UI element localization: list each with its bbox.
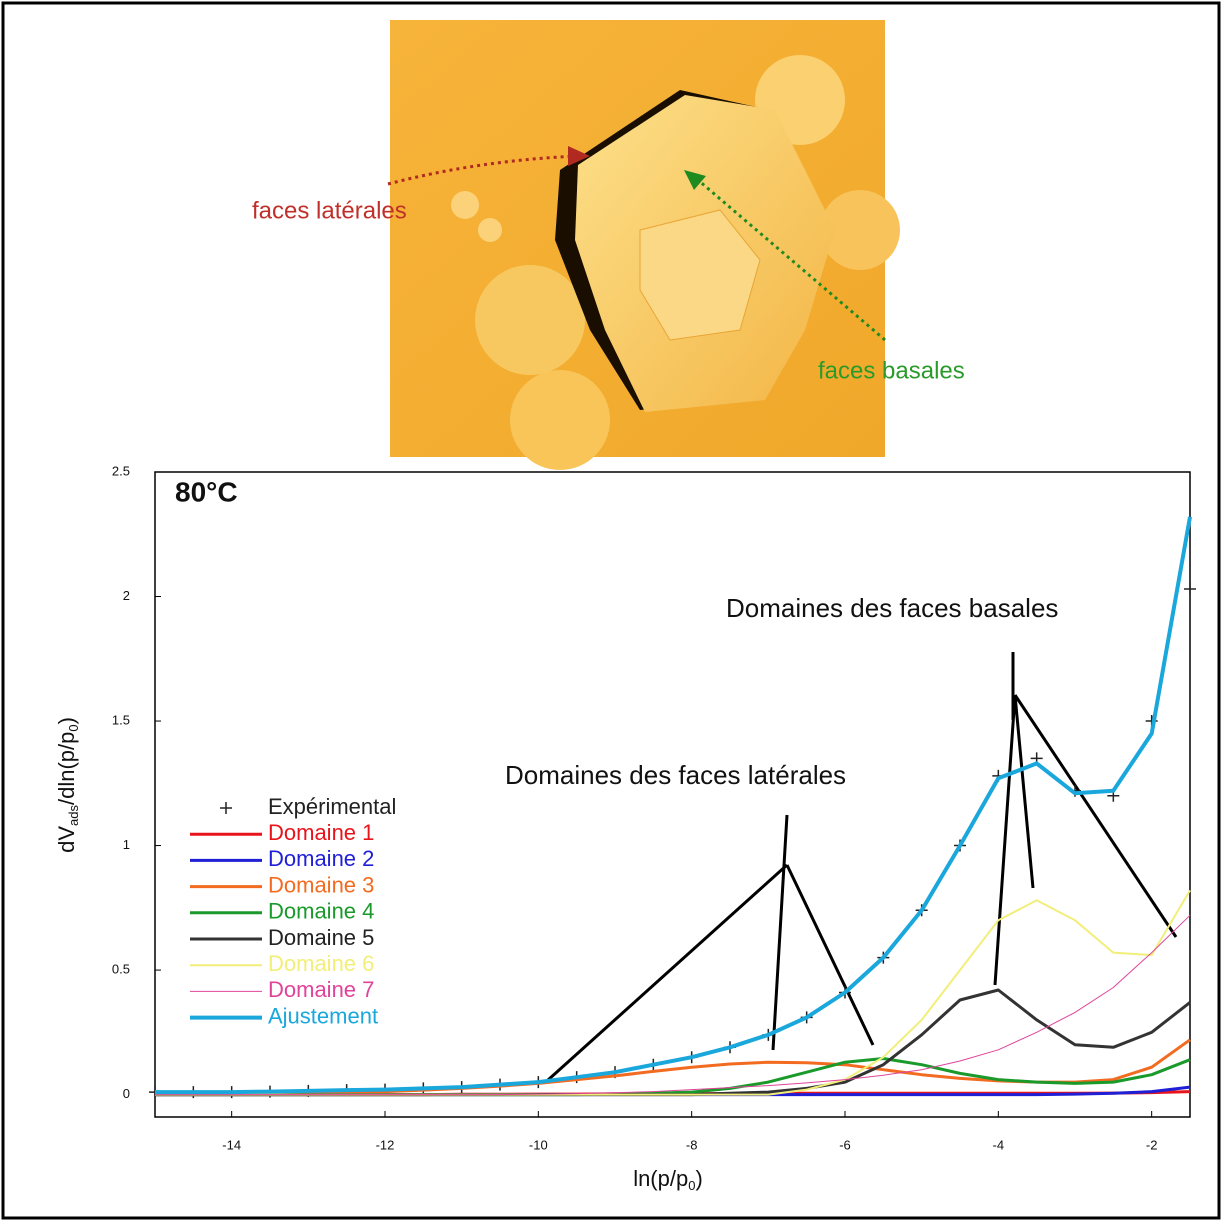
plot-area [154,471,1191,1118]
label-part: 0 [688,1178,695,1193]
label-part: 0 [66,724,81,731]
x-tick-label: -12 [376,1137,395,1152]
legend-label: Domaine 2 [268,846,374,871]
legend-label: Domaine 5 [268,925,374,950]
label-part: ) [54,717,79,724]
series-line [155,516,1192,1095]
y-label: dVads/dln(p/p0) [54,717,82,853]
legend-label: Expérimental [268,794,396,819]
series-line [155,914,1191,1096]
annotation: faces latérales [252,197,407,224]
annotation: faces basales [818,357,965,384]
label-part: ) [695,1166,702,1191]
x-label: ln(p/p0) [633,1166,703,1194]
x-tick-label: -10 [529,1137,548,1152]
legend-label: Domaine 6 [268,951,374,976]
legend-label: Domaine 7 [268,977,374,1002]
y-tick-label: 1.5 [112,712,130,727]
y-tick-label: 2 [123,588,130,603]
label-part: dV [54,826,79,853]
y-tick-label: 2.5 [112,463,130,478]
legend-label: Domaine 1 [268,820,374,845]
legend-marker [220,802,232,814]
data-point [1184,583,1196,596]
annotation: 80°C [175,476,238,507]
legend-label: Ajustement [268,1003,378,1028]
x-tick-label: -14 [222,1137,241,1152]
x-tick-label: -6 [839,1137,851,1152]
label-part: ads [66,805,81,826]
annotation: Domaines des faces latérales [505,760,846,790]
annotation-lines [546,652,1178,1082]
series-line [154,1038,1191,1097]
y-tick-label: 1 [123,837,130,852]
x-tick-label: -8 [686,1137,698,1152]
afm-image [390,20,900,470]
label-part: ln(p/p [633,1166,688,1191]
y-tick-label: 0 [123,1086,130,1101]
afm-arrows [387,146,886,342]
legend-label: Domaine 3 [268,872,374,897]
x-tick-label: -4 [993,1137,1005,1152]
annotation: Domaines des faces basales [726,593,1058,623]
plot-data [149,516,1196,1099]
y-tick-label: 0.5 [112,962,130,977]
legend-label: Domaine 4 [268,899,374,924]
label-part: /dln(p/p [54,732,79,805]
x-tick-label: -2 [1146,1137,1158,1152]
